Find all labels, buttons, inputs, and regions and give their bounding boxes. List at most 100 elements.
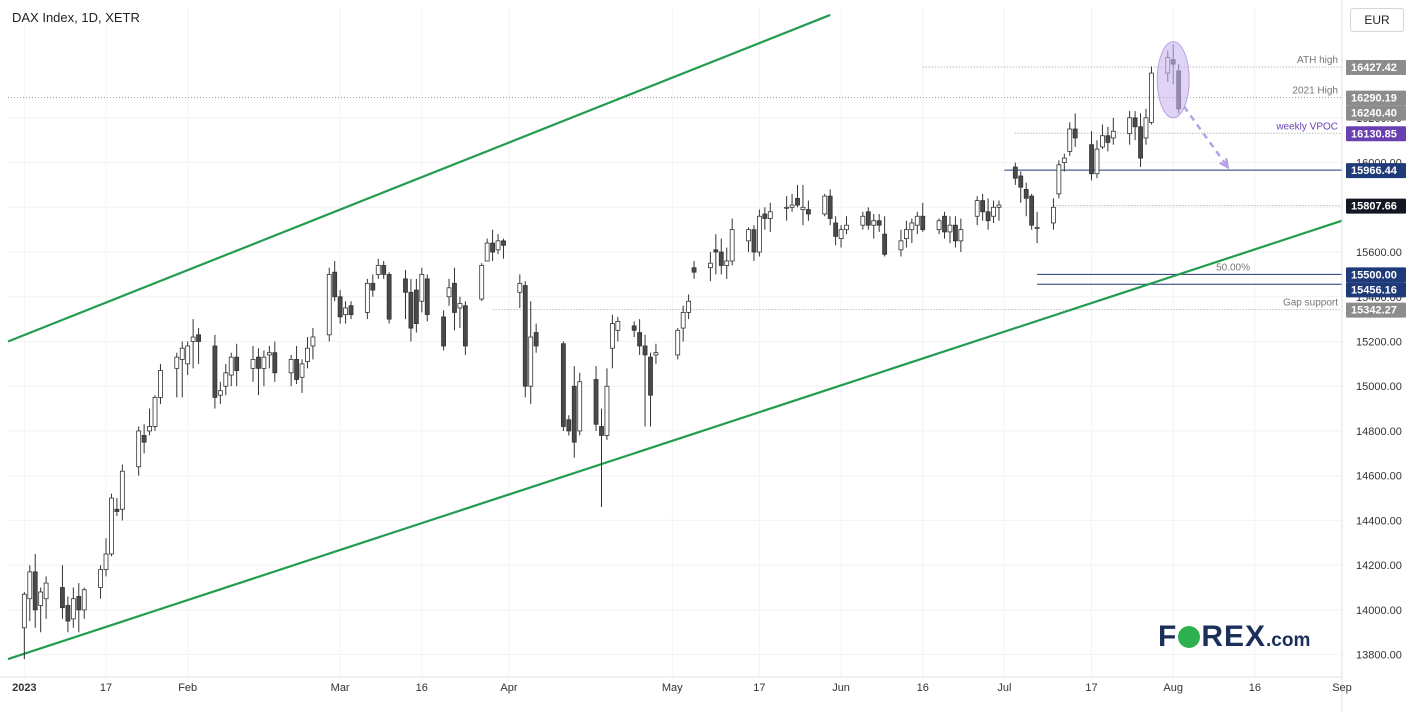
candle-body (43, 582, 49, 600)
candle (1051, 198, 1056, 230)
candle-body (648, 356, 653, 396)
candle-body (196, 334, 201, 342)
candle-body (985, 211, 991, 222)
candle (746, 227, 751, 253)
candlesticks (21, 44, 1182, 660)
candle-body (686, 300, 692, 313)
candle-body (370, 282, 376, 291)
candle-body (217, 390, 223, 396)
candle (294, 345, 299, 384)
candle (560, 341, 566, 431)
candle-body (272, 352, 278, 374)
candle-body (1143, 117, 1149, 139)
candle-body (751, 229, 757, 253)
candle-body (348, 305, 354, 316)
candle (642, 334, 648, 427)
candle-body (27, 571, 33, 600)
candle (1149, 66, 1154, 125)
candle (343, 301, 348, 324)
candle (413, 278, 419, 333)
candle-body (680, 312, 686, 329)
candle-body (419, 273, 425, 302)
candle (234, 343, 240, 387)
candle (27, 565, 33, 622)
level-note: Gap support (1283, 298, 1338, 309)
candle-body (653, 352, 659, 356)
candle (250, 345, 256, 382)
candle (637, 319, 643, 355)
candle-body (604, 385, 610, 436)
candle (381, 260, 387, 279)
candle (904, 220, 909, 248)
candle-body (495, 240, 501, 251)
candle (882, 216, 888, 257)
candle-body (631, 325, 637, 331)
candle-body (305, 347, 310, 363)
time-axis[interactable]: 2023 17 Feb Mar 16 Apr May 17 Jun 16 Jul 17 Aug 16 Sep (12, 682, 1352, 694)
candle-body (479, 265, 485, 300)
price-label-text: 16290.19 (1351, 93, 1397, 105)
candle-body (577, 381, 583, 432)
candle-body (974, 200, 980, 217)
candle (577, 372, 583, 436)
candle (762, 207, 768, 230)
candle (571, 366, 577, 458)
candle-body (936, 220, 942, 231)
candle-body (1012, 166, 1018, 179)
candle-body (865, 211, 871, 226)
candle (936, 218, 942, 235)
candle (81, 587, 87, 619)
candle-body (364, 282, 370, 313)
candle-body (593, 379, 599, 425)
level-note: 50.00% (1216, 262, 1250, 273)
candle-body (501, 240, 506, 246)
candle (1094, 140, 1100, 179)
candle (375, 258, 381, 279)
candle-body (637, 332, 643, 347)
candle-body (343, 307, 348, 316)
candle-body (158, 370, 163, 398)
candle-body (980, 200, 986, 213)
candle (827, 189, 833, 226)
candle (272, 341, 278, 382)
candle (604, 368, 610, 440)
candle (1012, 162, 1018, 185)
candle (136, 426, 142, 476)
candle (806, 200, 811, 221)
candle-body (713, 249, 719, 253)
candle-body (452, 282, 457, 313)
candle-body (490, 242, 495, 253)
price-label-text: 15966.44 (1351, 165, 1398, 177)
candle-body (609, 323, 615, 349)
candle-body (103, 553, 109, 571)
y-tick-label: 14600.00 (1356, 471, 1402, 483)
candle-body (288, 358, 294, 374)
y-tick-label: 15600.00 (1356, 247, 1402, 259)
candle (980, 193, 986, 221)
candle-body (446, 287, 452, 298)
candle-body (1094, 148, 1100, 175)
candle-body (424, 278, 430, 316)
candle-body (746, 229, 751, 242)
y-tick-label: 15000.00 (1356, 381, 1402, 393)
candle (332, 260, 338, 302)
candle (103, 538, 109, 577)
candle-body (375, 265, 381, 275)
candle-body (1105, 135, 1111, 143)
candle (147, 408, 152, 436)
candle-body (21, 593, 27, 629)
currency-button[interactable]: EUR (1350, 8, 1404, 32)
candle (43, 576, 49, 619)
candle (479, 263, 485, 302)
candle-body (1138, 126, 1143, 159)
candle (985, 198, 991, 230)
candle (174, 352, 180, 398)
candle (386, 272, 392, 324)
candle (256, 348, 261, 396)
candle-body (76, 596, 82, 611)
y-tick-label: 14000.00 (1356, 605, 1402, 617)
candle (495, 234, 501, 255)
candle-body (958, 229, 964, 242)
candle (686, 294, 692, 320)
